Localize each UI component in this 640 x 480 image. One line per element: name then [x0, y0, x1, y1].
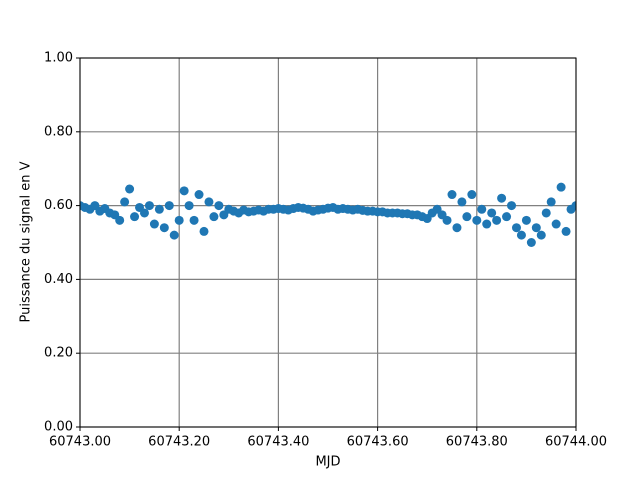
point [541, 208, 551, 218]
x-tick-label: 60743.80 [446, 435, 508, 450]
x-tick-label: 60743.20 [148, 435, 210, 450]
point [497, 193, 507, 203]
point [561, 226, 571, 236]
point [214, 201, 224, 211]
point [452, 223, 462, 233]
point [546, 197, 556, 207]
point [531, 223, 541, 233]
points [80, 182, 576, 247]
y-tick-label: 0.60 [44, 198, 73, 213]
point [516, 230, 526, 240]
x-axis-label: MJD [315, 455, 340, 470]
point [164, 201, 174, 211]
point [462, 212, 472, 222]
point [120, 197, 130, 207]
y-tick-label: 0.80 [44, 124, 73, 139]
point [179, 186, 189, 196]
x-tick-label: 60743.00 [49, 435, 111, 450]
point [507, 201, 517, 211]
point [144, 201, 154, 211]
point [174, 215, 184, 225]
y-axis-label: Puissance du signal en V [19, 161, 34, 322]
x-tick-label: 60743.40 [247, 435, 309, 450]
point [467, 190, 477, 200]
point [521, 215, 531, 225]
x-tick-label: 60744.00 [545, 435, 607, 450]
point [442, 215, 452, 225]
point [492, 215, 502, 225]
point [209, 212, 219, 222]
point [482, 219, 492, 229]
y-tick-label: 1.00 [44, 51, 73, 66]
y-tick-label: 0.40 [44, 272, 73, 287]
point [457, 197, 467, 207]
point [130, 212, 140, 222]
point [154, 204, 164, 214]
y-tick-label: 0.20 [44, 346, 73, 361]
point [571, 201, 576, 211]
point [477, 204, 487, 214]
point [169, 230, 179, 240]
point [511, 223, 521, 233]
grid [79, 57, 577, 428]
x-tick-label: 60743.60 [347, 435, 409, 450]
y-tick-label: 0.00 [44, 420, 73, 435]
point [502, 212, 512, 222]
point [149, 219, 159, 229]
point [487, 208, 497, 218]
point [115, 215, 125, 225]
point [139, 208, 149, 218]
point [125, 184, 135, 194]
point [159, 223, 169, 233]
point [204, 197, 214, 207]
ticks: 60743.00 60743.20 60743.40 60743.60 60743.80… [44, 51, 607, 450]
point [199, 226, 209, 236]
point [184, 201, 194, 211]
point [472, 215, 482, 225]
point [189, 215, 199, 225]
point [536, 230, 546, 240]
point [556, 182, 566, 192]
point [551, 219, 561, 229]
plot-frame [79, 57, 577, 428]
point [526, 238, 536, 247]
point [447, 190, 457, 200]
point [194, 190, 204, 200]
